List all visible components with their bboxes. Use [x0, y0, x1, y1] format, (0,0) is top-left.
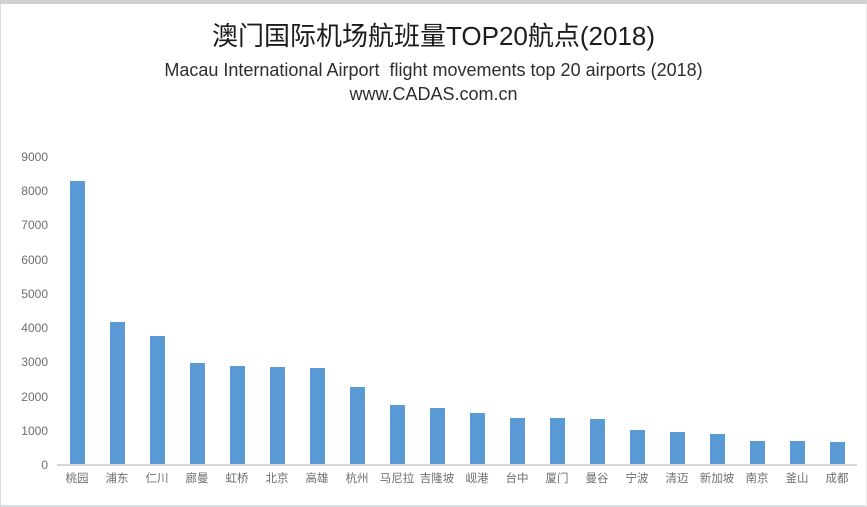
x-axis-category-label: 廊曼 [185, 473, 209, 485]
bar-杭州 [349, 387, 365, 464]
bar-slot [137, 156, 177, 464]
bar-北京 [269, 367, 285, 464]
bar-曼谷 [589, 418, 605, 464]
bar-釜山 [789, 441, 805, 464]
y-axis-tick-label: 0 [41, 458, 48, 472]
x-axis-category-label: 仁川 [145, 473, 169, 485]
bar-高雄 [309, 367, 325, 464]
bar-slot [777, 156, 817, 464]
bar-成都 [829, 441, 845, 464]
x-axis-category-label: 厦门 [545, 473, 569, 485]
bar-slot [497, 156, 537, 464]
bar-slot [617, 156, 657, 464]
bar-slot [177, 156, 217, 464]
x-axis: 桃园 浦东 仁川 廊曼 虹桥 北京 高雄 杭州 马尼拉 吉隆坡 岘港 台中 厦门 曼谷 宁波 清迈 新加坡 南京 釜… [57, 471, 857, 487]
y-axis-tick-label: 7000 [21, 218, 48, 233]
bar-吉隆坡 [429, 408, 445, 464]
bar-桃园 [69, 180, 85, 464]
y-axis-tick-label: 4000 [21, 321, 48, 336]
y-axis-tick-label: 3000 [21, 355, 48, 370]
bar-slot [217, 156, 257, 464]
bar-浦东 [109, 321, 125, 464]
y-axis-tick-label: 5000 [21, 286, 48, 301]
bar-新加坡 [709, 433, 725, 464]
bar-清迈 [669, 431, 685, 464]
x-axis-category-label: 高雄 [305, 473, 329, 485]
bar-slot [697, 156, 737, 464]
x-axis-category-label: 釜山 [785, 473, 809, 485]
bar-slot [297, 156, 337, 464]
bar-slot [537, 156, 577, 464]
bar-宁波 [629, 430, 645, 464]
chart-source-url: www.CADAS.com.cn [349, 84, 518, 104]
chart-title: 澳门国际机场航班量TOP20航点(2018) [211, 21, 656, 51]
x-axis-category-label: 岘港 [465, 473, 489, 485]
bar-slot [817, 156, 857, 464]
y-axis-tick-label: 8000 [21, 184, 48, 199]
bar-台中 [509, 417, 525, 464]
bar-slot [737, 156, 777, 464]
y-axis-tick-label: 1000 [21, 423, 48, 438]
x-axis-category-label: 宁波 [625, 473, 649, 485]
x-axis-category-label: 桃园 [65, 473, 89, 485]
chart-subtitle: Macau International Airport flight movem… [164, 60, 703, 80]
plot-area [57, 156, 857, 464]
bar-slot [257, 156, 297, 464]
x-axis-category-label: 马尼拉 [379, 473, 415, 485]
x-axis-category-label: 吉隆坡 [419, 473, 455, 485]
bar-slot [57, 156, 97, 464]
x-axis-category-label: 台中 [505, 473, 529, 485]
bar-slot [417, 156, 457, 464]
y-axis-tick-label: 6000 [21, 252, 48, 267]
bar-slot [377, 156, 417, 464]
bar-slot [457, 156, 497, 464]
y-axis: 0 1000 2000 3000 4000 5000 6000 7000 8000 9000 [10, 0, 48, 507]
bar-slot [577, 156, 617, 464]
bar-南京 [749, 441, 765, 464]
bar-仁川 [149, 335, 165, 464]
bar-slot [337, 156, 377, 464]
x-axis-category-label: 虹桥 [225, 473, 249, 485]
y-axis-tick-label: 9000 [21, 150, 48, 164]
x-axis-category-label: 成都 [825, 473, 849, 485]
x-axis-line [57, 464, 857, 466]
bar-岘港 [469, 412, 485, 464]
y-axis-tick-label: 2000 [21, 389, 48, 404]
x-axis-category-label: 清迈 [665, 473, 689, 485]
bar-厦门 [549, 418, 565, 464]
x-axis-category-label: 曼谷 [585, 473, 609, 485]
bar-slot [657, 156, 697, 464]
x-axis-category-label: 南京 [745, 473, 769, 485]
x-axis-category-label: 北京 [265, 473, 289, 485]
bar-slot [97, 156, 137, 464]
x-axis-category-label: 新加坡 [699, 473, 735, 485]
x-axis-category-label: 杭州 [345, 473, 369, 485]
x-axis-category-label: 浦东 [105, 473, 129, 485]
bar-廊曼 [189, 363, 205, 464]
bar-马尼拉 [389, 405, 405, 464]
bar-虹桥 [229, 366, 245, 464]
